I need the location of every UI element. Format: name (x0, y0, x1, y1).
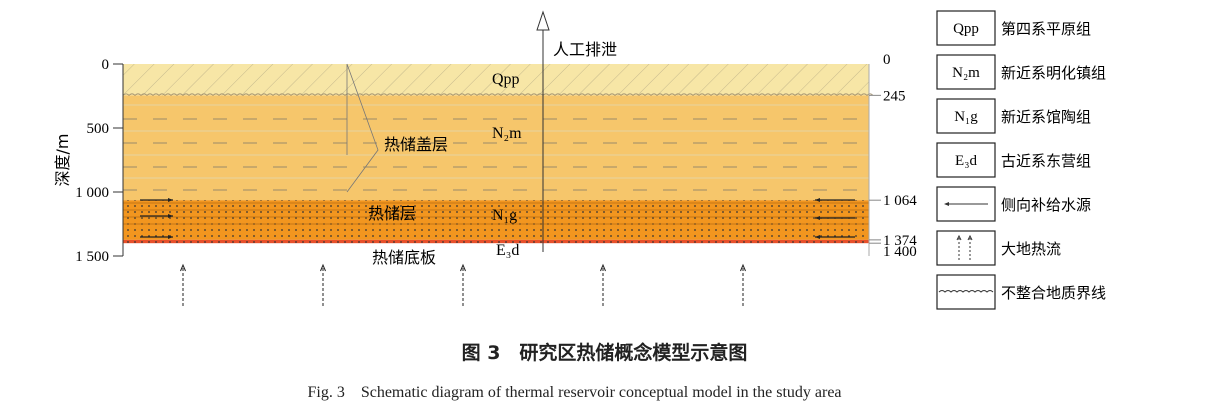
legend-label: 大地热流 (1001, 240, 1061, 258)
legend-swatch (936, 98, 996, 134)
discharge-arrow-head (536, 10, 550, 31)
caption-english: Fig. 3 Schematic diagram of thermal rese… (307, 384, 842, 401)
axis-tick-label: 500 (87, 121, 110, 137)
recharge-arrow-head (168, 214, 173, 218)
cap-rock-brace (346, 63, 379, 193)
recharge-arrow-head (168, 235, 173, 239)
legend-symbol: E₃d (955, 153, 977, 169)
legend-item: 侧向补给水源 (936, 186, 1091, 222)
depth-label: 1 064 (883, 193, 917, 209)
recharge-arrow-head (815, 198, 820, 202)
depth-label: 1 400 (883, 244, 917, 260)
heat-flow-arrow-head (320, 263, 326, 272)
caption-chinese: 图 3 研究区热储概念模型示意图 (461, 342, 748, 364)
legend-symbol: N₂m (952, 65, 980, 81)
legend-item: 不整合地质界线 (936, 274, 1106, 310)
depth-label: 0 (883, 52, 891, 68)
recharge-arrow-head (168, 198, 173, 202)
legend-swatch (936, 274, 996, 310)
layer-N2m (123, 95, 869, 201)
layer-label-qpp: Qpp (492, 71, 520, 88)
legend-item: N₂m 新近系明化镇组 (936, 54, 1106, 90)
legend-label: 古近系东营组 (1001, 152, 1091, 170)
legend-swatch (936, 10, 996, 46)
legend-swatch (936, 230, 996, 266)
legend-symbol: N₁g (954, 109, 978, 125)
legend-swatch (936, 142, 996, 178)
dot-pattern (123, 200, 869, 240)
legend-item: Qpp 第四系平原组 (936, 10, 1091, 46)
cap-rock-label: 热储盖层 (384, 135, 448, 154)
depth-label: 245 (883, 88, 906, 104)
legend-symbol: Qpp (953, 21, 979, 37)
heat-flow-arrow-head (180, 263, 186, 272)
axis-tick-label: 0 (102, 57, 110, 73)
heat-flow-icon-head (967, 234, 973, 241)
legend-label: 第四系平原组 (1001, 20, 1091, 38)
hatch-pattern (123, 64, 869, 96)
depth-label: 1 374 (883, 233, 917, 249)
discharge-label: 人工排泄 (553, 40, 617, 59)
legend-swatch (936, 54, 996, 90)
wavy-line-icon (938, 290, 994, 293)
recharge-arrow-head (815, 235, 820, 239)
layer-label-e3d: E₃d (496, 242, 519, 259)
reservoir-label: 热储层 (368, 204, 416, 223)
axis-tick-label: 1 500 (75, 249, 109, 265)
dot-pattern (123, 239, 869, 244)
legend-label: 新近系明化镇组 (1001, 64, 1106, 82)
legend-label: 不整合地质界线 (1001, 284, 1106, 302)
legend-label: 侧向补给水源 (1001, 196, 1091, 214)
legend-item: N₁g 新近系馆陶组 (936, 98, 1091, 134)
arrow-left-icon-head (944, 202, 949, 206)
unconformity-line (122, 93, 874, 96)
layer-label-n2m: N₂m (492, 125, 522, 142)
recharge-arrow-head (815, 216, 820, 220)
heat-flow-arrow-head (740, 263, 746, 272)
heat-flow-arrow-head (600, 263, 606, 272)
layer-label-n1g: N₁g (492, 207, 517, 224)
legend-item: E₃d 古近系东营组 (936, 142, 1091, 178)
depth-axis-label: 深度/m (53, 134, 72, 187)
heat-flow-icon-head (956, 234, 962, 241)
axis-tick-label: 1 000 (75, 185, 109, 201)
floor-label: 热储底板 (372, 248, 436, 267)
heat-flow-arrow-head (460, 263, 466, 272)
legend-item: 大地热流 (936, 230, 1061, 266)
legend-label: 新近系馆陶组 (1001, 108, 1091, 126)
